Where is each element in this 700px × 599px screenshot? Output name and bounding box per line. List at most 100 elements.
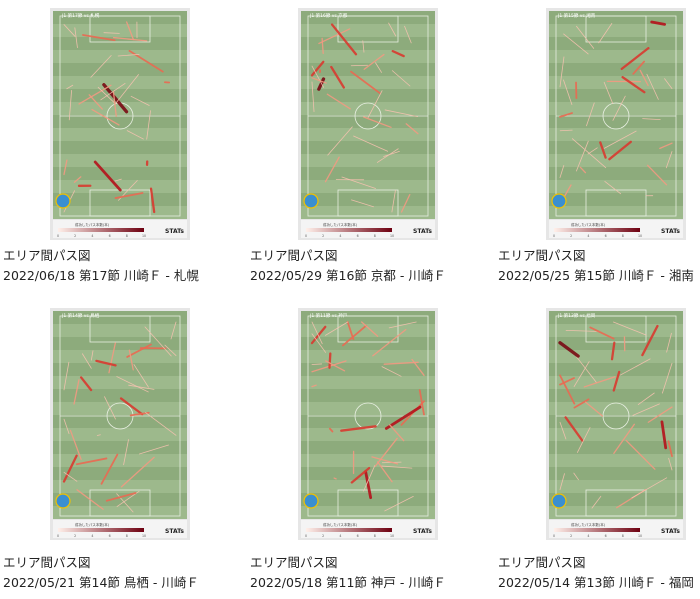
pass-arrow <box>371 456 399 465</box>
pass-arrow <box>81 353 92 369</box>
pitch-stripe <box>53 141 187 154</box>
pass-arrow <box>326 93 351 110</box>
legend-scale-label: 10 <box>638 534 642 538</box>
pass-arrow <box>112 91 117 117</box>
pass-arrow <box>311 77 327 84</box>
pitch-stripe <box>301 154 435 167</box>
pitch-stripe <box>549 37 683 50</box>
pass-arrow <box>363 116 392 128</box>
club-logo <box>55 493 71 509</box>
pass-arrow <box>133 364 149 388</box>
pitch-stripe <box>549 63 683 76</box>
card-title: エリア間パス図 <box>3 248 91 263</box>
pitch-stripe <box>549 167 683 180</box>
pass-arrow <box>102 83 129 114</box>
pitch-stripe <box>301 37 435 50</box>
pass-arrow <box>372 328 407 357</box>
pass-arrow <box>388 22 397 37</box>
pass-arrow <box>559 473 565 491</box>
pass-arrow <box>327 126 353 156</box>
pass-arrow <box>126 343 152 358</box>
pitch-stripe <box>301 467 435 480</box>
pass-arrow <box>123 439 129 466</box>
pass-arrow <box>610 341 616 361</box>
pass-arrow <box>88 94 103 110</box>
pass-arrow <box>104 396 116 420</box>
pitch-stripe <box>549 76 683 89</box>
pitch-stripe <box>549 311 683 324</box>
legend-scale-label: 8 <box>126 534 128 538</box>
pass-arrow <box>659 142 673 150</box>
pass-arrow <box>376 148 399 163</box>
pass-arrow <box>375 62 382 73</box>
pitch-stripe <box>53 193 187 206</box>
pass-arrow <box>632 60 646 75</box>
legend-scale-label: 10 <box>142 534 146 538</box>
pass-arrow <box>384 109 419 117</box>
legend-scale-label: 10 <box>638 234 642 238</box>
legend-scale-label: 2 <box>570 234 572 238</box>
pass-arrow <box>114 192 144 199</box>
pass-arrow <box>341 176 376 189</box>
pass-arrow <box>559 112 573 118</box>
map-heading: J1 第17節 vs 札幌 <box>61 12 100 19</box>
legend-scale-label: 10 <box>142 234 146 238</box>
legend-scale-label: 0 <box>57 234 59 238</box>
pitch-stripe <box>53 363 187 376</box>
pass-arrow <box>585 401 604 417</box>
pass-arrow <box>100 453 119 485</box>
legend-bar <box>306 228 392 232</box>
pass-arrow <box>63 159 68 176</box>
legend-title: 成功したパス本数(本) <box>323 522 358 527</box>
pitch-stripe <box>549 193 683 206</box>
legend-scale-label: 0 <box>553 534 555 538</box>
pass-arrow <box>577 427 591 453</box>
pass-arrow <box>573 361 590 387</box>
pitch-stripe <box>549 480 683 493</box>
card-subtitle: 2022/05/29 第16節 京都 - 川崎Ｆ <box>250 268 446 283</box>
legend-title: 成功したパス本数(本) <box>571 222 606 227</box>
pass-arrow <box>586 102 595 127</box>
card-title: エリア間パス図 <box>250 555 338 570</box>
pitch-stripe <box>549 506 683 519</box>
pass-arrow <box>63 471 78 482</box>
pitch-stripe <box>549 115 683 128</box>
legend-scale-label: 6 <box>357 234 359 238</box>
pass-arrow <box>391 190 396 213</box>
pitch-stripe <box>301 311 435 324</box>
penalty-box <box>89 15 151 43</box>
pitch-stripe <box>549 180 683 193</box>
pass-arrow <box>661 362 673 394</box>
center-circle <box>354 102 382 130</box>
pass-arrow <box>377 461 393 483</box>
pitch-stripe <box>549 154 683 167</box>
pass-arrow <box>164 344 177 356</box>
pass-arrow <box>639 69 649 87</box>
pass-arrow <box>664 78 673 89</box>
club-logo <box>551 193 567 209</box>
pass-arrow <box>325 321 349 336</box>
pass-arrow <box>145 412 177 436</box>
pitch-stripe <box>301 389 435 402</box>
legend-scale-label: 4 <box>91 534 93 538</box>
pass-arrow <box>613 423 636 454</box>
legend-title: 成功したパス本数(本) <box>75 522 110 527</box>
pass-arrow <box>115 74 139 105</box>
center-circle <box>106 402 134 430</box>
pass-arrow <box>647 406 673 423</box>
pass-arrow <box>78 84 112 105</box>
pass-arrow <box>604 180 622 195</box>
card-subtitle: 2022/05/21 第14節 鳥栖 - 川崎Ｆ <box>3 575 199 590</box>
pitch-stripe <box>53 37 187 50</box>
pass-arrow <box>559 377 575 386</box>
card-subtitle: 2022/05/14 第13節 川崎Ｆ - 福岡 <box>498 575 694 590</box>
pass-arrow <box>90 350 94 361</box>
card-subtitle: 2022/05/18 第11節 神戸 - 川崎Ｆ <box>250 575 446 590</box>
pass-arrow <box>149 187 156 214</box>
pass-arrow <box>642 118 661 121</box>
club-logo <box>303 193 319 209</box>
pass-arrow <box>68 90 72 121</box>
pitch-stripe <box>53 50 187 63</box>
